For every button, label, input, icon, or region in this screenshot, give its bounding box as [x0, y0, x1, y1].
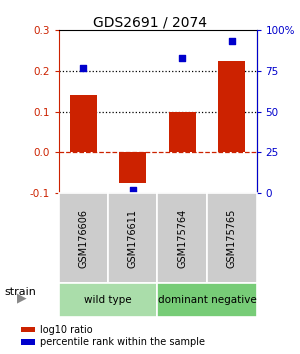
Point: [130, 187, 135, 193]
Text: wild type: wild type: [84, 295, 132, 305]
Bar: [218, 61, 245, 152]
Text: ▶: ▶: [16, 292, 26, 305]
Text: log10 ratio: log10 ratio: [40, 325, 93, 335]
Text: dominant negative: dominant negative: [158, 295, 256, 305]
Text: strain: strain: [4, 287, 36, 297]
Text: GSM176611: GSM176611: [128, 209, 138, 268]
Text: GDS2691 / 2074: GDS2691 / 2074: [93, 16, 207, 30]
Text: GSM176606: GSM176606: [78, 209, 88, 268]
Text: GSM175765: GSM175765: [227, 209, 237, 268]
Bar: [169, 112, 196, 152]
Point: [180, 55, 185, 61]
Text: percentile rank within the sample: percentile rank within the sample: [40, 337, 206, 347]
Text: GSM175764: GSM175764: [177, 209, 187, 268]
Bar: [119, 152, 146, 183]
Point: [81, 65, 86, 70]
Point: [230, 39, 234, 44]
Bar: [70, 95, 97, 152]
